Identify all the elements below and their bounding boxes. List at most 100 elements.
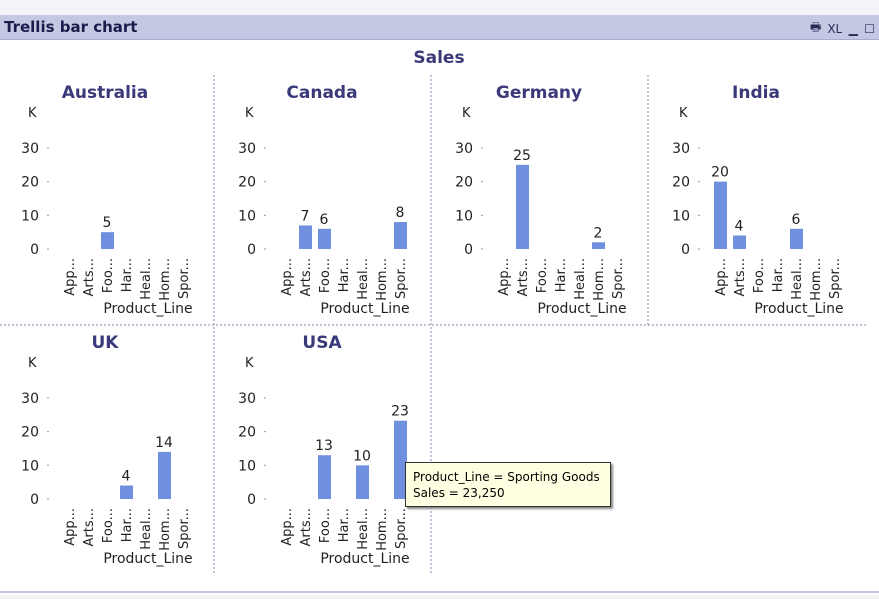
category-label: Arts...	[733, 258, 748, 297]
bar-uk-hom	[158, 451, 171, 499]
title-bar-icons: 🖶 XL ▁ ☐	[810, 18, 875, 39]
print-icon[interactable]: 🖶	[810, 20, 822, 34]
data-label: 2	[594, 225, 603, 241]
y-tick-label: 30	[455, 141, 473, 157]
y-tick-label: 0	[30, 492, 39, 508]
y-tick-label: 30	[238, 141, 256, 157]
unit-label: K	[28, 106, 37, 121]
y-tick-label: 0	[247, 242, 256, 258]
panel-title-india: India	[732, 83, 780, 103]
category-label: Hom...	[375, 508, 390, 551]
bar-canada-arts	[299, 225, 312, 249]
x-axis-label: Product_Line	[103, 551, 192, 567]
y-tick-label: 10	[238, 208, 256, 224]
data-label: 4	[122, 469, 131, 485]
panel-title-australia: Australia	[62, 83, 149, 103]
category-label: Har...	[120, 258, 135, 292]
category-label: Arts...	[299, 508, 314, 547]
bar-india-arts	[733, 235, 746, 249]
category-label: Har...	[337, 258, 352, 292]
unit-label: K	[245, 106, 254, 121]
panel-title-canada: Canada	[286, 83, 357, 103]
data-label: 10	[353, 448, 371, 464]
y-tick-label: 30	[238, 391, 256, 407]
y-tick-label: 10	[21, 208, 39, 224]
y-tick-label: 30	[21, 391, 39, 407]
data-label: 25	[513, 148, 531, 164]
category-label: App...	[63, 508, 78, 546]
window-title: Trellis bar chart	[4, 18, 138, 36]
category-label: Heal...	[139, 508, 154, 550]
panel-title-uk: UK	[92, 333, 120, 353]
bar-canada-spor	[394, 222, 407, 249]
category-label: Hom...	[158, 508, 173, 551]
maximize-icon[interactable]: ☐	[864, 21, 875, 36]
y-tick-label: 30	[672, 141, 690, 157]
x-axis-label: Product_Line	[320, 551, 409, 567]
y-tick-label: 0	[681, 242, 690, 258]
category-label: App...	[280, 508, 295, 546]
bar-uk-har	[120, 485, 133, 499]
y-tick-label: 0	[247, 492, 256, 508]
category-label: Foo...	[318, 508, 333, 543]
bar-india-app	[714, 181, 727, 249]
unit-label: K	[679, 106, 688, 121]
category-label: Arts...	[82, 258, 97, 297]
category-label: App...	[497, 258, 512, 296]
category-label: Spor...	[177, 508, 192, 549]
bar-usa-spor	[394, 420, 407, 499]
category-label: Foo...	[318, 258, 333, 293]
category-label: Spor...	[394, 508, 409, 549]
bar-germany-hom	[592, 242, 605, 249]
category-label: Spor...	[177, 258, 192, 299]
category-label: Spor...	[611, 258, 626, 299]
category-label: Arts...	[299, 258, 314, 297]
tooltip-line-category: Product_Line = Sporting Goods	[413, 470, 600, 484]
unit-label: K	[462, 106, 471, 121]
category-label: Foo...	[101, 258, 116, 293]
window-bottom-border	[0, 591, 879, 593]
y-tick-label: 30	[21, 141, 39, 157]
y-tick-label: 10	[238, 458, 256, 474]
x-axis-label: Product_Line	[103, 301, 192, 317]
x-axis-label: Product_Line	[754, 301, 843, 317]
data-label: 6	[320, 212, 329, 228]
category-label: Arts...	[82, 508, 97, 547]
bar-usa-heal	[356, 465, 369, 499]
tooltip-line-value: Sales = 23,250	[413, 486, 505, 500]
bar-india-heal	[790, 228, 803, 249]
category-label: App...	[714, 258, 729, 296]
category-label: Heal...	[790, 258, 805, 300]
minimize-icon[interactable]: ▁	[848, 21, 858, 36]
category-label: Har...	[554, 258, 569, 292]
data-label: 5	[103, 215, 112, 231]
data-label: 23	[391, 404, 409, 420]
data-label: 7	[301, 208, 310, 224]
y-tick-label: 0	[30, 242, 39, 258]
category-label: Har...	[337, 508, 352, 542]
category-label: Spor...	[394, 258, 409, 299]
data-label: 4	[735, 219, 744, 235]
y-tick-label: 20	[21, 425, 39, 441]
y-tick-label: 10	[455, 208, 473, 224]
chart-tooltip: Product_Line = Sporting Goods Sales = 23…	[405, 462, 611, 507]
category-label: Har...	[771, 258, 786, 292]
category-label: App...	[63, 258, 78, 296]
y-tick-label: 20	[238, 425, 256, 441]
chart-title: Sales	[413, 48, 464, 68]
category-label: App...	[280, 258, 295, 296]
data-label: 8	[396, 205, 405, 221]
y-tick-label: 20	[21, 175, 39, 191]
bar-usa-foo	[318, 455, 331, 499]
data-label: 6	[792, 212, 801, 228]
title-bar: Trellis bar chart 🖶 XL ▁ ☐	[0, 15, 879, 40]
category-label: Arts...	[516, 258, 531, 297]
xl-icon[interactable]: XL	[827, 21, 843, 36]
x-axis-label: Product_Line	[537, 301, 626, 317]
data-label: 14	[155, 435, 173, 451]
unit-label: K	[245, 356, 254, 371]
y-tick-label: 20	[455, 175, 473, 191]
category-label: Foo...	[101, 508, 116, 543]
category-label: Hom...	[158, 258, 173, 301]
